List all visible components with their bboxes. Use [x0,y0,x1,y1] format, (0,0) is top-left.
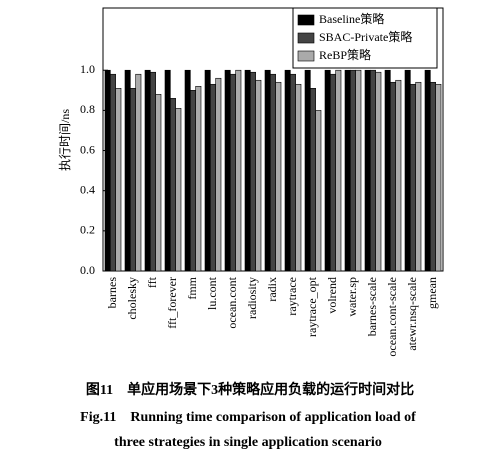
bar [424,69,431,272]
bar [130,88,136,272]
bar [384,69,391,272]
legend-swatch [297,32,315,44]
legend-box [292,7,438,69]
bar [170,98,176,272]
bar [415,81,422,272]
bar [110,73,116,272]
x-tick-label: cholesky [125,277,139,320]
bar [215,77,222,272]
bar [375,71,382,272]
bar [404,69,411,272]
bar [235,69,242,272]
caption-en: three strategies in single application s… [114,435,382,450]
bar [210,83,216,272]
legend-label: Baseline策略 [319,11,384,26]
bar [164,69,171,272]
bar [355,69,362,272]
bar [370,69,376,272]
x-tick-label: ocean.cont-scale [385,277,399,357]
caption-zh: 图11 单应用场景下3种策略应用负载的运行时间对比 [86,381,414,398]
y-axis-label: 执行时间/ns [58,109,72,171]
bar [290,73,296,272]
bar [175,108,182,272]
x-tick-label: fmm [185,276,199,299]
x-tick-label: barnes [105,277,119,309]
x-tick-label: barnes-scale [365,277,379,336]
bar [270,73,276,272]
y-tick-label: 0.6 [80,142,95,156]
bar [144,69,151,272]
y-tick-label: 0.8 [80,102,95,116]
x-tick-label: radix [265,277,279,302]
x-tick-label: lu.cont [205,276,219,310]
bar [344,69,351,272]
caption-en: Fig.11 Running time comparison of applic… [80,410,416,425]
bar [230,73,236,272]
bar [244,69,251,272]
x-tick-label: fft_forever [165,277,179,329]
bar [255,79,262,272]
bar [364,69,371,272]
bar [304,69,311,272]
bar [124,69,131,272]
bar [335,69,342,272]
y-tick-label: 0.0 [80,263,95,277]
x-tick-label: raytrace [285,277,299,316]
bar [310,88,316,272]
x-tick-label: gmean [425,277,439,309]
bar [435,83,442,272]
bar [395,79,402,272]
bar [104,69,111,272]
bar [330,73,336,272]
y-tick-label: 1.0 [80,62,95,76]
bar [284,69,291,272]
legend-label: ReBP策略 [319,47,371,62]
bar [115,88,122,272]
legend-label: SBAC-Private策略 [319,29,412,44]
bar [324,69,331,272]
bar [135,73,142,272]
bar [275,81,282,272]
bar [150,71,156,272]
x-tick-label: volrend [325,277,339,314]
bar [184,69,191,272]
y-tick-label: 0.2 [80,223,95,237]
bar [195,85,202,272]
bar [204,69,211,272]
x-tick-label: atewr.nsq-scale [405,277,419,351]
bar [390,81,396,272]
bar [250,71,256,272]
bar [295,83,302,272]
bar [190,90,196,272]
x-tick-label: fft [145,276,159,288]
y-tick-label: 0.4 [80,182,95,196]
legend-swatch [297,50,315,62]
x-tick-label: water.sp [345,277,359,317]
x-tick-label: raytrace_opt [305,276,319,337]
bar [315,110,322,272]
x-tick-label: radiosity [245,277,259,319]
legend-swatch [297,14,315,26]
bar [350,69,356,272]
x-tick-label: ocean.cont [225,276,239,328]
bar [264,69,271,272]
bar [430,81,436,272]
bar [224,69,231,272]
bar [410,83,416,272]
bar [155,94,162,272]
